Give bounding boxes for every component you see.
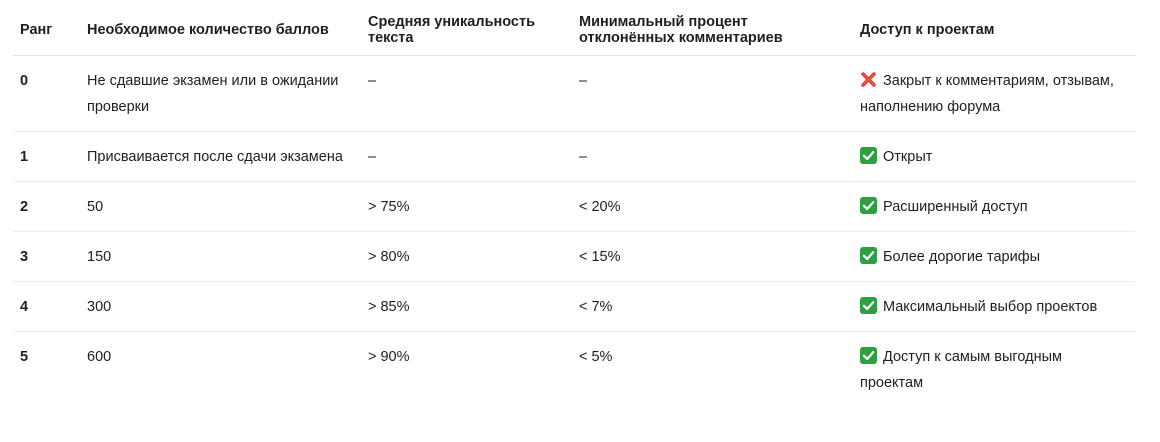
header-points: Необходимое количество баллов <box>80 8 361 56</box>
table-row: 4 300 > 85% < 7% Максимальный выбор прое… <box>13 281 1135 332</box>
uniqueness-cell: – <box>361 55 572 132</box>
table-header-row: Ранг Необходимое количество баллов Средн… <box>13 8 1135 56</box>
rejected-cell: < 7% <box>572 281 853 332</box>
header-uniqueness: Средняя уникальность текста <box>361 8 572 56</box>
uniqueness-cell: > 80% <box>361 231 572 282</box>
points-cell: 150 <box>80 231 361 282</box>
access-cell: Доступ к самым выгодным проектам <box>853 332 1135 408</box>
points-cell: 600 <box>87 349 112 365</box>
points-cell: 300 <box>80 281 361 332</box>
rank-cell: 0 <box>13 55 80 132</box>
rejected-cell: – <box>572 55 853 132</box>
check-mark-icon <box>860 347 877 364</box>
access-cell: Открыт <box>853 131 1135 182</box>
table-row: 1 Присваивается после сдачи экзамена – –… <box>13 131 1135 182</box>
uniqueness-cell: > 90% <box>368 349 410 365</box>
access-cell: Расширенный доступ <box>853 181 1135 232</box>
rank-cell: 1 <box>13 131 80 182</box>
uniqueness-cell: > 75% <box>361 181 572 232</box>
check-mark-icon <box>860 197 877 214</box>
table-row: 2 50 > 75% < 20% Расширенный доступ <box>13 181 1135 232</box>
header-rank: Ранг <box>13 8 80 56</box>
uniqueness-cell: > 85% <box>361 281 572 332</box>
rank-cell: 3 <box>13 231 80 282</box>
header-rejected: Минимальный процент отклонённых коммента… <box>572 8 853 56</box>
access-text: Максимальный выбор проектов <box>883 299 1098 315</box>
access-cell: Более дорогие тарифы <box>853 231 1135 282</box>
access-text: Расширенный доступ <box>883 199 1028 215</box>
check-mark-icon <box>860 247 877 264</box>
table-body: 0 Не сдавшие экзамен или в ожидании пров… <box>13 55 1135 408</box>
access-text: Закрыт к комментариям, отзывам, наполнен… <box>860 73 1114 115</box>
rank-cell: 4 <box>13 281 80 332</box>
rank-cell: 2 <box>13 181 80 232</box>
table-row: 5 600 > 90% < 5% Доступ к самым выгодным… <box>13 332 1135 408</box>
rank-cell: 5 <box>20 349 29 365</box>
cross-mark-icon <box>860 71 877 88</box>
rejected-cell: < 20% <box>572 181 853 232</box>
table-row: 0 Не сдавшие экзамен или в ожидании пров… <box>13 55 1135 132</box>
ranks-table: Ранг Необходимое количество баллов Средн… <box>13 8 1135 407</box>
points-cell: Не сдавшие экзамен или в ожидании провер… <box>80 55 361 132</box>
check-mark-icon <box>860 297 877 314</box>
uniqueness-cell: – <box>361 131 572 182</box>
access-text: Доступ к самым выгодным проектам <box>860 349 1063 391</box>
rejected-cell: – <box>572 131 853 182</box>
access-text: Открыт <box>883 149 933 165</box>
header-access: Доступ к проектам <box>853 8 1135 56</box>
access-cell: Закрыт к комментариям, отзывам, наполнен… <box>853 55 1135 132</box>
rejected-cell: < 5% <box>579 349 613 365</box>
table-row: 3 150 > 80% < 15% Более дорогие тарифы <box>13 231 1135 282</box>
access-text: Более дорогие тарифы <box>883 249 1041 265</box>
rejected-cell: < 15% <box>572 231 853 282</box>
check-mark-icon <box>860 147 877 164</box>
points-cell: 50 <box>80 181 361 232</box>
points-cell: Присваивается после сдачи экзамена <box>80 131 361 182</box>
access-cell: Максимальный выбор проектов <box>853 281 1135 332</box>
